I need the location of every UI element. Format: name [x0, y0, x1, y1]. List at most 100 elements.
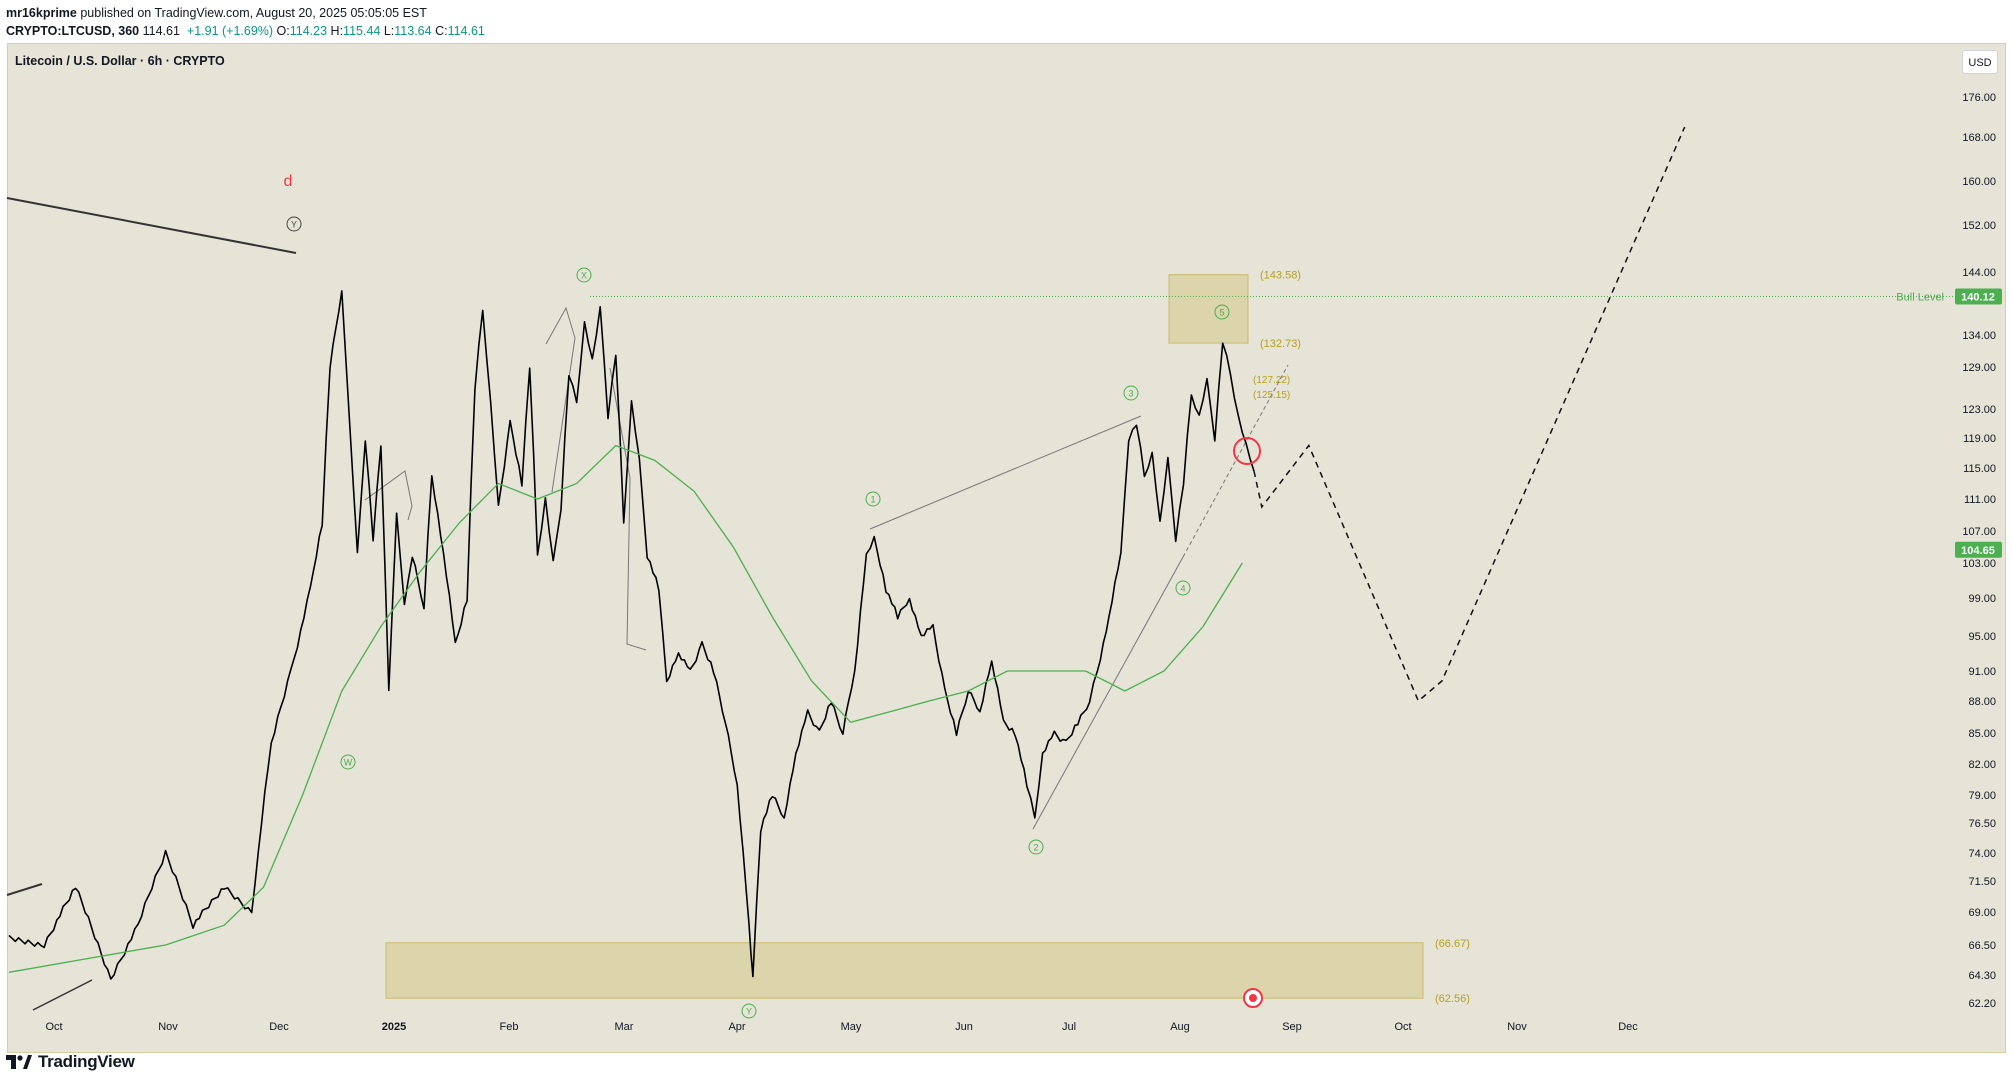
chart-title: Litecoin / U.S. Dollar · 6h · CRYPTO	[15, 54, 225, 68]
time-axis-label: 2025	[382, 1021, 406, 1033]
high-label: H:	[330, 24, 344, 38]
time-axis-label: Jul	[1062, 1021, 1076, 1033]
red-circle-marker	[1233, 437, 1261, 465]
currency-button[interactable]: USD	[1962, 50, 1998, 74]
low-label: L:	[383, 24, 395, 38]
price-axis-label: 71.50	[1968, 876, 1996, 888]
high-value: 115.44	[343, 24, 381, 38]
price-axis-label: 64.30	[1968, 970, 1996, 982]
close-label: C:	[435, 24, 448, 38]
price-axis-label: 76.50	[1968, 818, 1996, 830]
price-axis-label: 95.00	[1968, 631, 1996, 643]
change-value: +1.91 (+1.69%)	[186, 24, 274, 38]
price-axis-label: 91.00	[1968, 666, 1996, 678]
price-axis-label: 99.00	[1968, 593, 1996, 605]
wave-line	[609, 367, 647, 651]
price-axis-label: 144.00	[1962, 267, 1996, 279]
wave-label-circle	[340, 754, 356, 770]
time-axis-label: Sep	[1282, 1021, 1302, 1033]
wave-label-circle	[286, 216, 302, 232]
price-series	[8, 290, 1255, 980]
price-axis-label: 160.00	[1962, 176, 1996, 188]
symbol-interval: CRYPTO:LTCUSD, 360	[6, 24, 140, 38]
wave-label: 4	[1180, 584, 1185, 594]
price-axis-label: 152.00	[1962, 220, 1996, 232]
ma-price-tag	[1955, 541, 2002, 558]
wave-label-circle	[1123, 385, 1139, 401]
wave-label-circle	[576, 267, 592, 283]
wave-label-circle	[1214, 304, 1230, 320]
bull-level-label: Bull Level	[1896, 291, 1944, 303]
price-axis-label: 88.00	[1968, 696, 1996, 708]
zone-top-label: (66.67)	[1435, 938, 1470, 950]
wave-label: W	[344, 758, 353, 768]
ma-price-value: 104.65	[1961, 545, 1995, 557]
time-axis-label: Oct	[45, 1021, 62, 1033]
fib-label: (127.22)	[1253, 375, 1290, 386]
wave-line	[1182, 364, 1289, 558]
projection-path	[1253, 126, 1686, 703]
price-axis-label: 134.00	[1962, 330, 1996, 342]
publisher-line: mr16kprime published on TradingView.com,…	[6, 4, 1906, 22]
target-zone	[385, 942, 1424, 999]
footer-brand[interactable]: TradingView	[6, 1051, 135, 1073]
trend-line	[6, 883, 43, 896]
time-axis-label: Apr	[728, 1021, 745, 1033]
trend-line	[6, 197, 297, 254]
last-price: 114.61	[142, 24, 180, 38]
price-axis-label: 69.00	[1968, 907, 1996, 919]
publisher-name[interactable]: mr16kprime	[6, 6, 77, 20]
chart-frame[interactable]	[7, 43, 2006, 1053]
price-axis-label: 66.50	[1968, 940, 1996, 952]
time-axis-label: Oct	[1394, 1021, 1411, 1033]
bull-level-value: 140.12	[1961, 291, 1995, 303]
footer-brand-text: TradingView	[38, 1052, 135, 1071]
price-axis-label: 62.20	[1968, 998, 1996, 1010]
price-axis-label: 129.00	[1962, 362, 1996, 374]
price-axis-label: 79.00	[1968, 790, 1996, 802]
wave-line	[869, 415, 1142, 530]
bull-level-tag	[1955, 288, 2002, 305]
target-zone	[1168, 274, 1249, 344]
wave-label-circle	[741, 1003, 757, 1019]
wave-label: 3	[1128, 389, 1133, 399]
price-axis-label: 103.00	[1962, 558, 1996, 570]
price-axis-label: 111.00	[1964, 494, 1996, 506]
time-axis-label: Dec	[269, 1021, 289, 1033]
price-axis-label: 176.00	[1962, 92, 1996, 104]
price-change: +1.91 (+1.69%)	[183, 24, 273, 38]
time-axis-label: Dec	[1618, 1021, 1638, 1033]
time-axis-label: Mar	[615, 1021, 634, 1033]
price-axis-label: 123.00	[1962, 404, 1996, 416]
time-axis-label: Aug	[1170, 1021, 1190, 1033]
tradingview-logo-icon	[6, 1055, 32, 1069]
wave-line	[364, 470, 413, 521]
close-value: 114.61	[447, 24, 485, 38]
moving-average-line	[8, 444, 1243, 973]
zone-bottom-label: (62.56)	[1435, 993, 1470, 1005]
wave-label: X	[581, 271, 587, 281]
open-label: O:	[276, 24, 290, 38]
event-flag-dot	[1249, 994, 1257, 1002]
wave-label: 5	[1219, 308, 1224, 318]
wave-label: 1	[870, 495, 875, 505]
publish-info: published on TradingView.com, August 20,…	[76, 6, 427, 20]
price-axis-label: 115.00	[1963, 463, 1996, 475]
wave-line	[1032, 556, 1184, 830]
wave-label-d: d	[284, 173, 293, 190]
wave-line	[545, 306, 576, 493]
price-axis-label: 74.00	[1968, 848, 1996, 860]
zone-top-label: (143.58)	[1260, 270, 1301, 282]
time-axis-label: Nov	[1507, 1021, 1527, 1033]
time-axis-label: Feb	[500, 1021, 519, 1033]
wave-label: Y	[291, 220, 297, 230]
wave-label: Y	[746, 1007, 752, 1017]
price-axis-label: 85.00	[1968, 728, 1996, 740]
price-axis-label: 107.00	[1962, 526, 1996, 538]
trend-line	[32, 979, 93, 1011]
time-axis-label: Nov	[158, 1021, 178, 1033]
header: mr16kprime published on TradingView.com,…	[6, 4, 1906, 44]
ohlc-line: CRYPTO:LTCUSD, 360 114.61 +1.91 (+1.69%)…	[6, 22, 1906, 40]
wave-label-circle	[1028, 839, 1044, 855]
